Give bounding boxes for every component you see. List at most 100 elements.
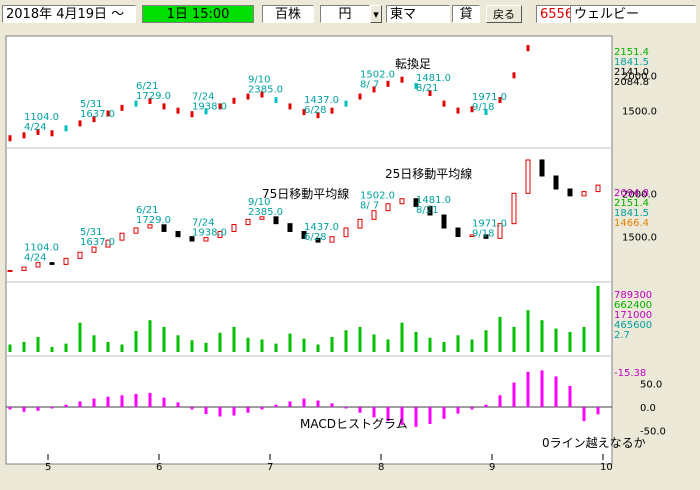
candle xyxy=(553,175,559,190)
candle xyxy=(581,191,587,197)
volume-bar xyxy=(568,331,572,352)
y-tick-label: -50.0 xyxy=(640,427,666,438)
line-point xyxy=(302,109,306,116)
volume-bar xyxy=(50,346,54,352)
volume-bar xyxy=(470,339,474,352)
back-button[interactable]: 戻る xyxy=(486,5,522,23)
macd-bar xyxy=(302,398,306,408)
volume-bar xyxy=(148,320,152,352)
volume-bar xyxy=(92,335,96,352)
line-point xyxy=(470,106,474,113)
annotation-sub: 9/18 xyxy=(472,228,494,239)
annotation-sub: 1938.0 xyxy=(192,101,227,112)
candle xyxy=(119,232,125,241)
candle xyxy=(161,224,167,232)
annotation-sub: 8/21 xyxy=(416,83,438,94)
candle xyxy=(427,205,433,216)
macd-bar xyxy=(372,407,376,418)
annotation-label: 1437.0 xyxy=(304,222,339,233)
line-point xyxy=(36,128,40,135)
annotation-label: 1104.0 xyxy=(24,112,59,123)
currency-select[interactable]: 円 xyxy=(320,5,370,23)
annotation-sub: 2385.0 xyxy=(248,84,283,95)
date-field[interactable]: 2018年 4月19日 ～ xyxy=(2,5,136,23)
annotation-label: 5/31 xyxy=(80,99,102,110)
right-value-label: 2141.0 xyxy=(614,67,649,78)
macd-bar xyxy=(568,385,572,408)
annotation-sub: 1729.0 xyxy=(136,215,171,226)
macd-bar xyxy=(316,400,320,408)
candle xyxy=(441,214,447,229)
toolbar: 2018年 4月19日 ～ 1日 15:00 百株 円 ▾ 東マ 貸 戻る 65… xyxy=(0,0,700,28)
annotation-sub: 2385.0 xyxy=(248,207,283,218)
volume-bar xyxy=(78,322,82,352)
y-tick-label: 2000.0 xyxy=(622,71,657,82)
volume-bar xyxy=(512,326,516,352)
annotation-sub: 1938.0 xyxy=(192,228,227,239)
volume-bar xyxy=(582,326,586,352)
line-point xyxy=(134,100,138,107)
annotation-label: 1437.0 xyxy=(304,95,339,106)
annotation-label: 1502.0 xyxy=(360,191,395,202)
line-point xyxy=(232,97,236,104)
volume-bar xyxy=(106,341,110,352)
volume-bar xyxy=(176,335,180,352)
annotation-sub: 6/28 xyxy=(304,105,326,116)
line-point xyxy=(274,97,278,104)
candle xyxy=(49,262,55,265)
line-point xyxy=(176,107,180,114)
volume-bar xyxy=(526,310,530,352)
macd-bar xyxy=(456,407,460,414)
line-point xyxy=(218,103,222,110)
candle xyxy=(595,184,601,193)
market-field[interactable]: 東マ xyxy=(386,5,450,23)
legend-ma75: 75日移動平均線 xyxy=(262,186,349,201)
right-value-label: 1841.5 xyxy=(614,208,649,219)
lending-field[interactable]: 貸 xyxy=(452,5,480,23)
volume-bar xyxy=(484,330,488,352)
volume-bar xyxy=(400,322,404,352)
x-tick-label: 8 xyxy=(378,462,384,473)
macd-bar xyxy=(204,407,208,415)
line-point xyxy=(64,125,68,132)
volume-bar xyxy=(316,344,320,352)
volume-bar xyxy=(442,341,446,352)
macd-bar xyxy=(498,395,502,408)
stock-code-field[interactable]: 6556 xyxy=(536,5,573,23)
volume-bar xyxy=(386,339,390,352)
currency-dropdown-icon[interactable]: ▾ xyxy=(370,5,382,23)
unit-field[interactable]: 百株 xyxy=(262,5,314,23)
line-point xyxy=(498,97,502,104)
line-point xyxy=(120,104,124,111)
candle xyxy=(413,198,419,207)
annotation-sub: 8/ 7 xyxy=(360,79,379,90)
y-tick-label: 1500.0 xyxy=(622,233,657,244)
macd-bar xyxy=(36,407,40,411)
right-value-label: 2084.8 xyxy=(614,77,649,88)
macd-title: MACDヒストグラム xyxy=(300,417,408,431)
volume-bar xyxy=(456,335,460,352)
period-field[interactable]: 1日 15:00 xyxy=(142,5,254,23)
line-point xyxy=(148,97,152,104)
candle xyxy=(567,188,573,197)
volume-bar xyxy=(246,337,250,352)
macd-bar xyxy=(470,407,474,410)
candle xyxy=(231,224,237,232)
line-point xyxy=(442,100,446,107)
stock-name-field[interactable]: ウェルビー xyxy=(570,5,696,23)
line-point xyxy=(330,107,334,114)
macd-bar xyxy=(540,370,544,408)
candle xyxy=(371,210,377,220)
line-point xyxy=(372,86,376,93)
volume-bar xyxy=(330,336,334,352)
legend-ma25: 25日移動平均線 xyxy=(385,166,472,181)
candle xyxy=(525,159,531,194)
volume-bar xyxy=(8,344,12,352)
right-value-label: 662400 xyxy=(614,300,652,311)
candle xyxy=(399,198,405,205)
candle xyxy=(189,236,195,242)
volume-bar xyxy=(344,330,348,352)
macd-bar xyxy=(176,402,180,408)
candle xyxy=(301,230,307,239)
volume-bar xyxy=(36,336,40,352)
